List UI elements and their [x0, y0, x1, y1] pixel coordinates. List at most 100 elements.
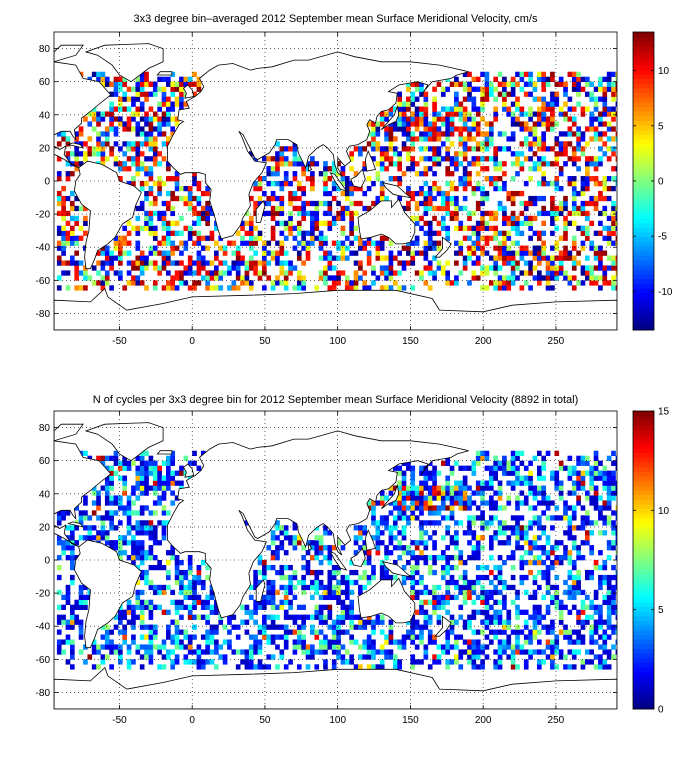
bin-cell	[432, 490, 437, 496]
bin-cell	[122, 96, 128, 102]
bin-cell	[462, 176, 468, 182]
bin-cell	[353, 185, 359, 192]
bin-cell	[344, 185, 350, 192]
bin-cell	[436, 111, 442, 117]
bin-cell	[358, 574, 363, 581]
bin-cell	[344, 574, 350, 581]
bin-cell	[567, 156, 573, 162]
bin-cell	[262, 265, 267, 271]
bin-cell	[126, 659, 132, 665]
bin-cell	[371, 644, 376, 650]
bin-cell	[445, 230, 450, 236]
bin-cell	[515, 450, 520, 456]
bin-cell	[536, 515, 542, 521]
bin-cell	[366, 260, 372, 266]
bin-cell	[536, 629, 542, 635]
bin-cell	[296, 535, 302, 541]
bin-cell	[135, 550, 141, 556]
bin-cell	[192, 574, 197, 581]
bin-cell	[423, 545, 429, 551]
bin-cell	[78, 260, 84, 266]
bin-cell	[266, 599, 272, 605]
colorbar-step	[633, 536, 654, 542]
bin-cell	[192, 604, 197, 610]
bin-cell	[515, 171, 520, 177]
bin-cell	[410, 510, 416, 516]
bin-cell	[349, 210, 354, 217]
bin-cell	[61, 649, 66, 655]
bin-cell	[449, 629, 455, 635]
bin-cell	[454, 495, 459, 501]
bin-cell	[166, 460, 171, 466]
bin-cell	[161, 260, 167, 266]
bin-cell	[231, 280, 237, 286]
bin-cell	[563, 515, 568, 521]
bin-cell	[187, 644, 193, 650]
bin-cell	[554, 265, 560, 271]
bin-cell	[270, 599, 276, 605]
bin-cell	[174, 480, 180, 486]
bin-cell	[410, 475, 416, 481]
bin-cell	[244, 240, 250, 246]
bin-cell	[397, 659, 402, 665]
bin-cell	[606, 604, 612, 610]
bin-cell	[584, 81, 590, 87]
bin-cell	[519, 220, 525, 226]
bin-cell	[427, 260, 433, 266]
bin-cell	[532, 230, 538, 236]
bin-cell	[122, 485, 128, 491]
bin-cell	[480, 589, 485, 596]
bin-cell	[235, 230, 241, 236]
bin-cell	[598, 86, 603, 92]
bin-cell	[554, 634, 560, 640]
bin-cell	[449, 126, 455, 132]
bin-cell	[602, 505, 608, 511]
bin-cell	[571, 649, 577, 655]
bin-cell	[523, 535, 529, 541]
bin-cell	[139, 654, 145, 660]
bin-cell	[558, 654, 564, 660]
bin-cell	[157, 500, 162, 506]
bin-cell	[567, 560, 573, 566]
bin-cell	[471, 210, 477, 217]
bin-cell	[440, 604, 446, 610]
bin-cell	[419, 225, 424, 231]
bin-cell	[174, 579, 180, 586]
bin-cell	[166, 190, 171, 197]
bin-cell	[349, 200, 354, 207]
bin-cell	[589, 639, 595, 645]
bin-cell	[353, 275, 359, 281]
bin-cell	[475, 86, 481, 92]
bin-cell	[467, 86, 472, 92]
bin-cell	[91, 649, 97, 655]
bin-cell	[174, 270, 180, 276]
bin-cell	[576, 475, 581, 481]
bin-cell	[275, 555, 280, 561]
bin-cell	[152, 250, 158, 256]
bin-cell	[240, 659, 245, 665]
bin-cell	[118, 255, 123, 261]
bin-cell	[484, 644, 490, 650]
bin-cell	[91, 265, 97, 271]
bin-cell	[567, 664, 573, 670]
bin-cell	[528, 545, 533, 551]
bin-cell	[615, 225, 617, 231]
bin-cell	[135, 564, 141, 571]
bin-cell	[166, 285, 171, 291]
bin-cell	[200, 604, 206, 610]
bin-cell	[523, 136, 529, 142]
bin-cell	[480, 450, 485, 456]
bin-cell	[327, 220, 333, 226]
bin-cell	[118, 86, 123, 92]
bin-cell	[152, 136, 158, 142]
bin-cell	[497, 460, 503, 466]
bin-cell	[571, 604, 577, 610]
bin-cell	[576, 649, 581, 655]
bin-cell	[589, 91, 595, 97]
bin-cell	[519, 166, 525, 172]
bin-cell	[56, 275, 62, 281]
bin-cell	[589, 116, 595, 122]
bin-cell	[563, 131, 568, 137]
bin-cell	[615, 86, 617, 92]
cycles-chart: -50 0 50 100 150 200 250-80-60-40-200204060800…	[36, 407, 670, 727]
